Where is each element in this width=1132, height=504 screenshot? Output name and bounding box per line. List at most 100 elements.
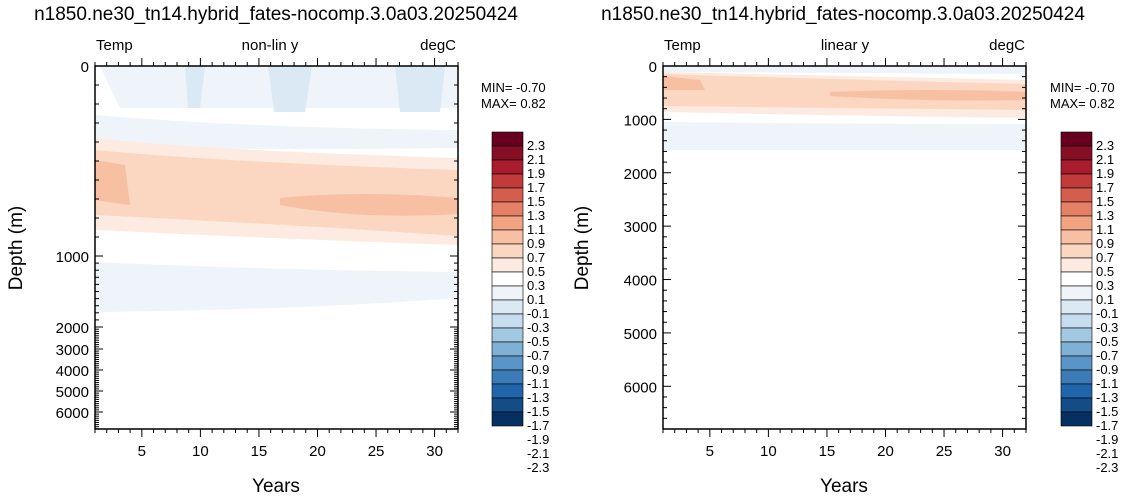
panel-1-colorbar-label: 1.1 <box>527 222 545 237</box>
panel-2-colorbar-swatch <box>1060 411 1093 427</box>
panel-2-colorbar-label: 2.3 <box>1096 138 1114 153</box>
panel-1-colorbar-swatch <box>491 355 524 371</box>
panel-1-x-ticks: 5 10 15 20 25 30 <box>94 58 459 460</box>
panel-1-contour-neg-deep <box>95 262 458 312</box>
panel-1-xtick-label: 10 <box>192 443 209 460</box>
panel-1-colorbar-label: 0.3 <box>527 278 545 293</box>
panel-1-colorbar-swatch <box>491 159 524 175</box>
panel-1-colorbar-swatch <box>491 145 524 161</box>
panel-1-contour-neg-patch <box>268 66 312 112</box>
panel-1-frame <box>94 65 459 430</box>
panel-1-colorbar-swatch <box>491 201 524 217</box>
panel-2-ytick-label: 1000 <box>624 112 657 129</box>
panel-1-colorbar-label: 2.1 <box>527 152 545 167</box>
panel-2-xtick-label: 20 <box>877 443 894 460</box>
panel-2-contour-pos-0p5 <box>830 90 1026 101</box>
panel-1-x-label: Years <box>252 476 300 497</box>
panel-2-colorbar-label: 0.5 <box>1096 264 1114 279</box>
panel-1-colorbar-swatch <box>491 397 524 413</box>
panel-2-ytick-label: 6000 <box>624 379 657 396</box>
panel-2-colorbar-swatch <box>1060 201 1093 217</box>
panel-1-colorbar-swatch <box>491 243 524 259</box>
panel-2-colorbar-swatch <box>1060 285 1093 301</box>
panel-1-xtick-label: 15 <box>251 443 268 460</box>
panel-2-colorbar-swatch <box>1060 369 1093 385</box>
panel-2-ytick-label: 4000 <box>624 273 657 290</box>
panel-1-colorbar-swatch <box>491 313 524 329</box>
panel-2-colorbar-label: -0.3 <box>1096 320 1118 335</box>
panel-1-header-left: Temp <box>96 37 133 54</box>
panel-1-colorbar-swatch <box>491 341 524 357</box>
panel-1-colorbar-label: -2.1 <box>527 446 549 461</box>
panel-1-colorbar-swatch <box>491 229 524 245</box>
panel-1-colorbar: 2.32.11.91.71.51.31.10.90.70.50.30.1-0.1… <box>491 131 549 475</box>
panel-2-colorbar-label: 1.3 <box>1096 208 1114 223</box>
panel-2-colorbar-label: 1.5 <box>1096 194 1114 209</box>
panel-1-colorbar-swatch <box>491 131 524 147</box>
panel-2-colorbar: 2.32.11.91.71.51.31.10.90.70.50.30.1-0.1… <box>1060 131 1118 475</box>
panel-2-contour-pos-0p5 <box>663 76 705 90</box>
panel-1-colorbar-swatch <box>491 327 524 343</box>
panel-2-header-center: linear y <box>821 37 870 54</box>
panel-2-colorbar-swatch <box>1060 355 1093 371</box>
panel-2-ytick-label: 3000 <box>624 219 657 236</box>
panel-2-colorbar-swatch <box>1060 383 1093 399</box>
panel-1-min-text: MIN= -0.70 <box>481 80 546 95</box>
panel-1-contour-pos-0p5 <box>95 160 130 205</box>
panel-2-colorbar-label: -0.5 <box>1096 334 1118 349</box>
panel-2-contour-neg-surface <box>663 66 1026 74</box>
panel-2-header-left: Temp <box>664 37 701 54</box>
panel-1-contour-neg-patch <box>395 66 445 112</box>
panel-1-colorbar-label: -1.9 <box>527 432 549 447</box>
panel-2-contour-field <box>663 66 1026 429</box>
panel-1-colorbar-label: -0.1 <box>527 306 549 321</box>
panel-2-colorbar-swatch <box>1060 187 1093 203</box>
panel-2-colorbar-swatch <box>1060 313 1093 329</box>
panel-1-xtick-label: 25 <box>368 443 385 460</box>
panel-1-xtick-label: 30 <box>426 443 443 460</box>
panel-2-colorbar-swatch <box>1060 229 1093 245</box>
panel-1-colorbar-swatch <box>491 299 524 315</box>
panel-1-colorbar-swatch <box>491 187 524 203</box>
panel-2-colorbar-swatch <box>1060 131 1093 147</box>
panel-1-colorbar-label: -0.9 <box>527 362 549 377</box>
panel-1-colorbar-swatch <box>491 411 524 427</box>
panel-1-colorbar-label: 1.7 <box>527 180 545 195</box>
panel-2-colorbar-swatch <box>1060 159 1093 175</box>
panel-2-colorbar-label: 0.3 <box>1096 278 1114 293</box>
panel-2-colorbar-label: -0.7 <box>1096 348 1118 363</box>
panel-2-colorbar-swatch <box>1060 327 1093 343</box>
panel-1-y-ticks: 0 1000 2000 3000 4000 5000 6000 <box>56 59 458 430</box>
panel-2-xtick-label: 30 <box>994 443 1011 460</box>
panel-1-colorbar-swatch <box>491 369 524 385</box>
panel-1-ytick-label: 6000 <box>56 405 89 422</box>
panel-1-colorbar-label: -1.7 <box>527 418 549 433</box>
panel-1-colorbar-label: -0.5 <box>527 334 549 349</box>
panel-2-colorbar-label: 0.1 <box>1096 292 1114 307</box>
panel-1-xtick-label: 20 <box>309 443 326 460</box>
panel-1-colorbar-label: 2.3 <box>527 138 545 153</box>
panel-1-y-label: Depth (m) <box>6 206 27 290</box>
panel-2-y-ticks: 0 1000 2000 3000 4000 5000 6000 <box>624 59 1026 430</box>
panel-2-colorbar-label: -1.1 <box>1096 376 1118 391</box>
panel-1-ytick-label: 1000 <box>56 249 89 266</box>
panel-2-colorbar-label: -0.1 <box>1096 306 1118 321</box>
panel-1-colorbar-label: -0.3 <box>527 320 549 335</box>
panel-2-colorbar-label: 1.1 <box>1096 222 1114 237</box>
panel-2-colorbar-label: 2.1 <box>1096 152 1114 167</box>
panel-1-ytick-label: 5000 <box>56 384 89 401</box>
panel-2-colorbar-label: 1.9 <box>1096 166 1114 181</box>
panel-2-xtick-label: 25 <box>936 443 953 460</box>
panel-linear: n1850.ne30_tn14.hybrid_fates-nocomp.3.0a… <box>572 4 1118 497</box>
panel-2-colorbar-label: 0.9 <box>1096 236 1114 251</box>
panel-1-colorbar-label: 1.5 <box>527 194 545 209</box>
panel-1-colorbar-label: -1.1 <box>527 376 549 391</box>
panel-2-x-ticks: 5 10 15 20 25 30 <box>662 58 1027 460</box>
panel-2-ytick-label: 5000 <box>624 326 657 343</box>
panel-1-colorbar-swatch <box>491 215 524 231</box>
panel-1-colorbar-label: -1.3 <box>527 390 549 405</box>
panel-2-colorbar-label: -1.7 <box>1096 418 1118 433</box>
panel-2-colorbar-label: -1.9 <box>1096 432 1118 447</box>
panel-1-colorbar-label: 0.5 <box>527 264 545 279</box>
